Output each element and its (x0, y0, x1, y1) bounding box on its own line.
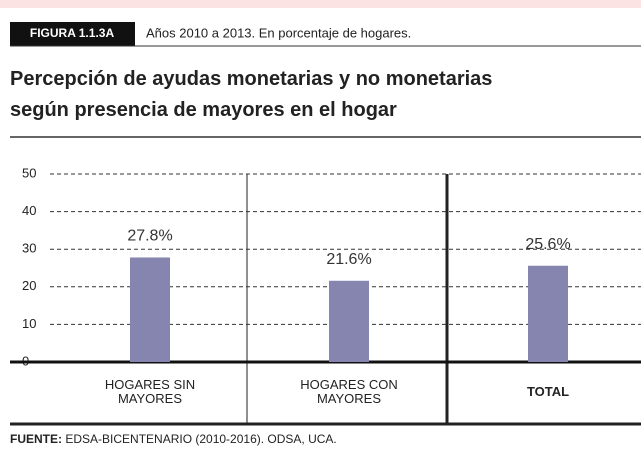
value-label: 27.8% (127, 228, 172, 245)
y-tick-label: 30 (22, 241, 36, 256)
title-line: Percepción de ayudas monetarias y no mon… (10, 68, 493, 90)
x-tick-label: HOGARES SIN MAYORES (104, 377, 196, 406)
x-tick-label: HOGARES CON MAYORES (300, 377, 398, 406)
figure-label: FIGURA 1.1.3A (30, 26, 115, 40)
source: EDSA-BICENTENARIO (2010-2016). ODSA, UCA… (65, 432, 337, 446)
value-label: 21.6% (326, 251, 371, 268)
bar (528, 265, 568, 362)
y-tick-label: 20 (22, 278, 36, 293)
bar (130, 257, 170, 362)
figure-box (10, 22, 135, 46)
source-label: FUENTE: (10, 432, 62, 446)
top-band (0, 0, 641, 8)
x-tick-label: TOTAL (526, 384, 570, 399)
subtitle: Años 2010 a 2013. En porcentaje de hogar… (146, 25, 411, 40)
value-label: 25.6% (525, 236, 570, 253)
title-line: según presencia de mayores en el hogar (10, 99, 397, 121)
bar (329, 280, 369, 362)
footer: FUENTE: EDSA-BICENTENARIO (2010-2016). O… (10, 432, 337, 446)
y-tick-label: 50 (22, 165, 36, 180)
y-tick-label: 40 (22, 203, 36, 218)
title: Percepción de ayudas monetarias y no mon… (10, 64, 492, 126)
y-tick-label: 10 (22, 316, 36, 331)
